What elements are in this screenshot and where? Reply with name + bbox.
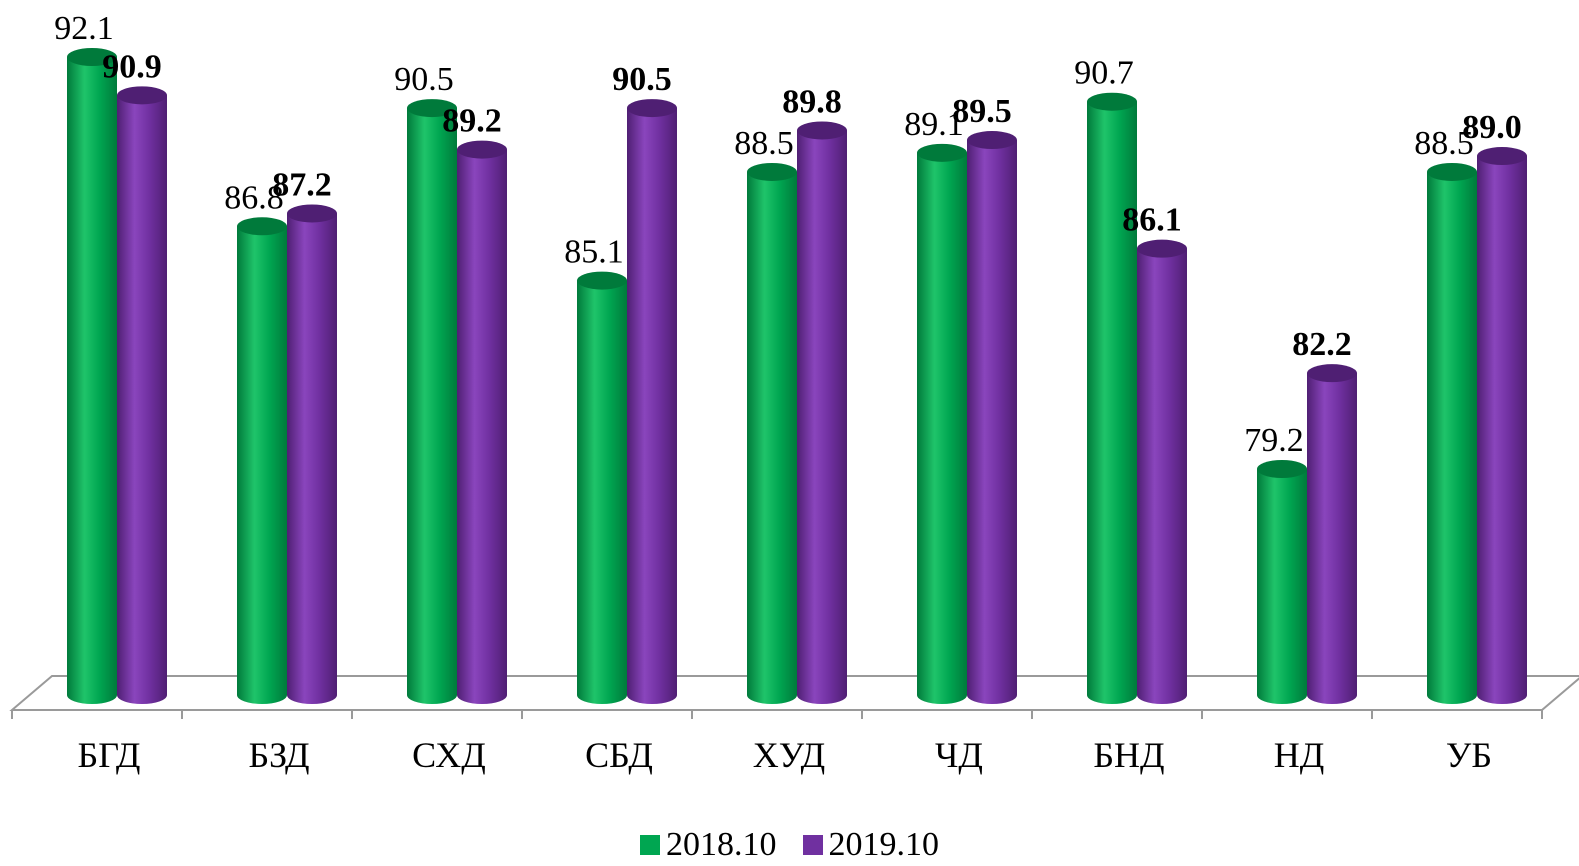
bar-series-1-БЗД: [237, 217, 287, 705]
data-label-series-2: 86.1: [1122, 202, 1182, 239]
data-label-series-1: 88.5: [1414, 125, 1474, 162]
data-label-series-1: 85.1: [564, 234, 624, 271]
x-tick-label: ЧД: [935, 735, 983, 775]
data-label-series-1: 89.1: [904, 106, 964, 143]
legend-item-series-2: 2019.10: [802, 826, 940, 864]
data-label-series-2: 89.2: [442, 103, 502, 140]
bar-series-1-УБ: [1427, 162, 1477, 704]
legend-label-series-1: 2018.10: [666, 826, 777, 863]
x-tick-label: БЗД: [248, 735, 309, 775]
x-tick-label: БНД: [1093, 735, 1164, 775]
x-tick-label: БГД: [78, 735, 141, 775]
x-tick-label: СХД: [412, 735, 486, 775]
bar-series-2-ХУД: [797, 121, 847, 704]
bar-series-2-БГД: [117, 86, 167, 705]
legend-item-series-1: 2018.10: [640, 826, 777, 864]
legend-swatch-series-2: [802, 835, 823, 855]
data-label-series-2: 89.5: [952, 93, 1012, 130]
legend: 2018.10 2019.10: [0, 826, 1579, 864]
bar-series-2-СХД: [457, 140, 507, 705]
bar-series-2-НД: [1307, 364, 1357, 704]
data-label-series-1: 90.5: [394, 61, 454, 98]
x-tick-label: СБД: [585, 735, 653, 775]
data-label-series-2: 90.9: [102, 48, 162, 85]
data-labels: 92.190.9 86.887.2 90.5 89.2 85.1 90.5 88.5 89.8…: [54, 10, 1522, 459]
data-label-series-2: 82.2: [1292, 326, 1352, 363]
data-label-series-2: 89.8: [782, 83, 842, 120]
bar-series-1-НД: [1257, 460, 1307, 704]
data-label-series-2: 89.0: [1462, 109, 1522, 146]
data-label-series-1: 90.7: [1074, 55, 1134, 92]
data-label-series-2: 90.5: [612, 61, 672, 98]
bars: [67, 48, 1527, 705]
bar-series-1-БНД: [1087, 92, 1137, 704]
legend-swatch-series-1: [640, 835, 660, 855]
bar-series-1-СБД: [577, 271, 627, 704]
x-axis: БГД БЗД СХД СБД ХУД ЧД БНД НД УБ: [11, 709, 1543, 775]
bar-series-1-СХД: [407, 99, 457, 705]
bar-series-2-ЧД: [967, 131, 1017, 704]
data-label-series-1: 92.1: [54, 10, 114, 47]
data-label-series-2: 87.2: [272, 166, 332, 203]
bar-series-1-ЧД: [917, 143, 967, 704]
bar-series-2-БНД: [1137, 239, 1187, 704]
bar-series-1-ХУД: [747, 162, 797, 704]
bar-series-2-УБ: [1477, 147, 1527, 704]
bar-series-2-СБД: [627, 99, 677, 705]
data-label-series-1: 79.2: [1244, 422, 1304, 459]
data-label-series-1: 86.8: [224, 179, 284, 216]
x-tick-label: НД: [1274, 735, 1325, 775]
x-tick-label: УБ: [1446, 735, 1492, 775]
data-label-series-1: 88.5: [734, 125, 794, 162]
legend-label-series-2: 2019.10: [828, 826, 940, 863]
bar-series-2-БЗД: [287, 204, 337, 704]
x-tick-label: ХУД: [753, 735, 825, 775]
bar-series-1-БГД: [67, 48, 117, 704]
